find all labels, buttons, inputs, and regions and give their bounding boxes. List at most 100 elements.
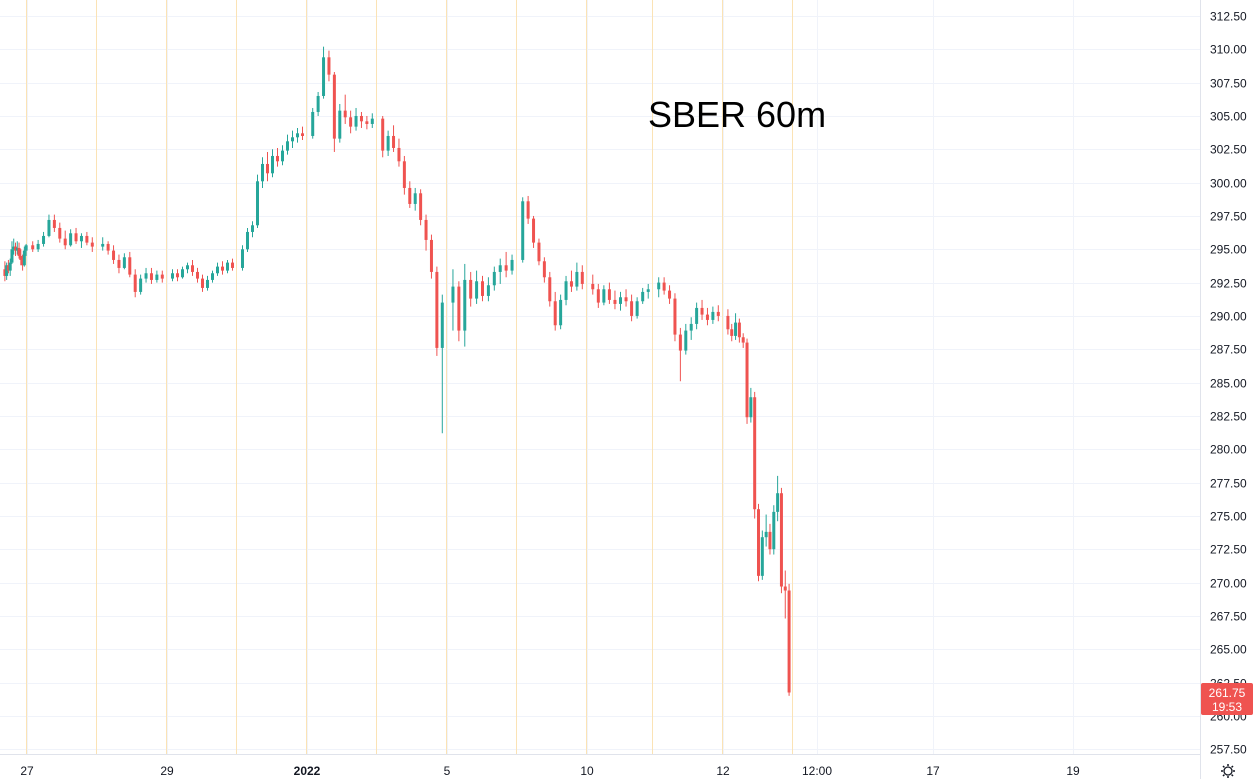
candle-down bbox=[526, 201, 530, 219]
candle-down bbox=[662, 282, 666, 291]
candle-up bbox=[734, 322, 738, 336]
candle-down bbox=[753, 397, 757, 510]
candle-up bbox=[764, 531, 768, 538]
time-axis[interactable]: 27 29 2022 5 10 12 12:00 17 19 bbox=[20, 764, 1080, 778]
candle-up bbox=[463, 279, 467, 331]
candle-down bbox=[757, 509, 760, 576]
candle-down bbox=[435, 271, 439, 348]
candle-up bbox=[291, 137, 294, 142]
candle-up bbox=[155, 274, 159, 280]
candle-down bbox=[768, 531, 772, 550]
y-tick-label: 272.50 bbox=[1210, 543, 1247, 557]
y-tick-label: 285.00 bbox=[1210, 377, 1247, 391]
candle-up bbox=[296, 133, 299, 138]
y-tick-label: 277.50 bbox=[1210, 477, 1247, 491]
candle-down bbox=[31, 245, 35, 250]
chart-title: SBER 60m bbox=[648, 94, 826, 135]
candle-up bbox=[338, 110, 342, 139]
y-tick-label: 265.00 bbox=[1210, 643, 1247, 657]
candle-down bbox=[537, 242, 541, 262]
candle-up bbox=[451, 286, 455, 303]
candle-down bbox=[596, 289, 600, 303]
candle-down bbox=[630, 301, 634, 316]
candle-up bbox=[36, 243, 40, 250]
y-tick-label: 290.00 bbox=[1210, 310, 1247, 324]
candle-down bbox=[327, 57, 331, 75]
candle-down bbox=[112, 250, 116, 260]
candle-up bbox=[760, 537, 764, 576]
candle-up bbox=[281, 150, 284, 162]
candle-up bbox=[206, 279, 209, 288]
candle-down bbox=[332, 74, 336, 139]
candle-down bbox=[149, 273, 153, 280]
candle-down bbox=[176, 273, 179, 278]
candle-up bbox=[689, 323, 693, 331]
candle-down bbox=[160, 274, 164, 279]
y-tick-label: 267.50 bbox=[1210, 610, 1247, 624]
candle-down bbox=[481, 281, 484, 296]
candle-down bbox=[613, 299, 617, 304]
candle-down bbox=[787, 590, 791, 693]
candle-down bbox=[705, 314, 709, 320]
candle-down bbox=[117, 259, 121, 268]
candle-down bbox=[402, 161, 406, 188]
y-tick-label: 310.00 bbox=[1210, 43, 1247, 57]
candle-up bbox=[171, 273, 174, 279]
candle-down bbox=[365, 121, 369, 124]
candle-down bbox=[392, 135, 396, 148]
candle-down bbox=[569, 281, 573, 287]
candle-down bbox=[532, 218, 536, 243]
x-tick-label: 17 bbox=[926, 764, 940, 778]
candle-up bbox=[711, 311, 715, 320]
y-tick-label: 282.50 bbox=[1210, 410, 1247, 424]
x-tick-label: 2022 bbox=[294, 764, 321, 778]
candle-up bbox=[564, 281, 568, 300]
candle-down bbox=[266, 163, 269, 174]
last-price-badge-bg bbox=[1201, 683, 1253, 715]
candle-up bbox=[47, 219, 51, 236]
candle-up bbox=[122, 257, 126, 268]
candle-down bbox=[591, 283, 595, 290]
x-tick-label: 5 bbox=[444, 764, 451, 778]
candle-up bbox=[657, 282, 661, 290]
candle-up bbox=[695, 307, 699, 324]
candle-up bbox=[42, 235, 46, 244]
candles bbox=[3, 46, 791, 696]
candle-down bbox=[419, 193, 423, 220]
candle-up bbox=[139, 278, 143, 292]
candle-up bbox=[101, 243, 105, 247]
candle-up bbox=[354, 115, 358, 127]
candle-down bbox=[3, 269, 7, 276]
candle-down bbox=[221, 266, 224, 271]
candle-up bbox=[79, 235, 83, 242]
session-separators bbox=[26, 0, 793, 754]
candle-down bbox=[301, 133, 304, 136]
candle-up bbox=[413, 193, 417, 204]
candle-up bbox=[475, 281, 479, 299]
candle-up bbox=[246, 231, 249, 250]
candle-up bbox=[226, 262, 229, 271]
settings-gear-icon[interactable] bbox=[1221, 764, 1235, 778]
candle-down bbox=[737, 322, 741, 338]
last-price-badge: 261.75 19:53 bbox=[1201, 683, 1253, 715]
candle-down bbox=[457, 286, 461, 331]
candle-down bbox=[783, 586, 787, 591]
candle-up bbox=[12, 246, 16, 250]
candle-up bbox=[256, 181, 259, 226]
candle-down bbox=[424, 219, 428, 240]
candle-up bbox=[8, 262, 12, 271]
candle-up bbox=[311, 111, 315, 136]
candle-up bbox=[69, 233, 73, 246]
candle-down bbox=[397, 147, 401, 162]
price-axis[interactable]: 312.50 310.00 307.50 305.00 302.50 300.00 297.… bbox=[1210, 10, 1247, 757]
candle-down bbox=[52, 219, 56, 228]
candle-up bbox=[776, 493, 780, 512]
y-tick-label: 257.50 bbox=[1210, 743, 1247, 757]
x-tick-label: 12 bbox=[716, 764, 730, 778]
candle-up bbox=[22, 250, 26, 266]
y-tick-label: 300.00 bbox=[1210, 177, 1247, 191]
candle-down bbox=[624, 297, 628, 302]
candle-down bbox=[429, 239, 433, 272]
candle-up bbox=[370, 118, 374, 124]
